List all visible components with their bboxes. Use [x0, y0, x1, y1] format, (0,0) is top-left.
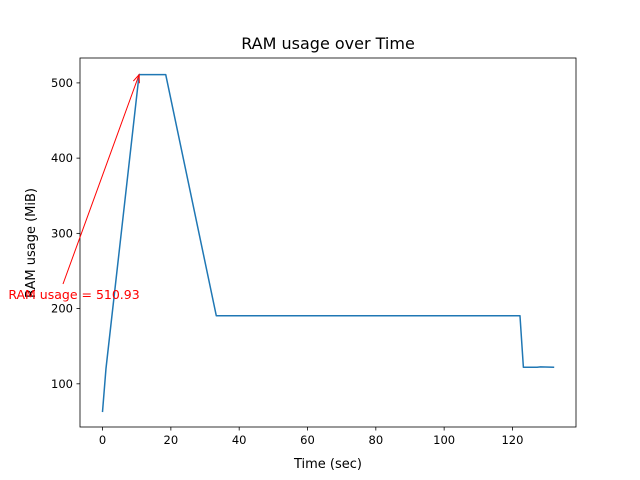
y-tick-label: 300	[51, 226, 73, 240]
y-tick-label: 400	[51, 151, 73, 165]
plot-frame	[79, 57, 577, 428]
x-axis-label: Time (sec)	[293, 457, 362, 472]
x-tick-label: 120	[501, 433, 523, 447]
y-tick-label: 100	[51, 377, 73, 391]
annotation-arrowhead	[132, 73, 140, 84]
y-tick-label: 200	[51, 302, 73, 316]
x-tick-label: 0	[99, 433, 106, 447]
x-tick-label: 100	[433, 433, 455, 447]
x-tick-label: 80	[369, 433, 384, 447]
x-tick-label: 20	[164, 433, 179, 447]
y-tick-label: 500	[51, 76, 73, 90]
y-axis-label: RAM usage (MiB)	[24, 188, 39, 298]
annotation-arrow	[62, 74, 140, 285]
annotation-label: RAM usage = 510.93	[8, 287, 139, 302]
x-tick-label: 40	[232, 433, 247, 447]
chart-title: RAM usage over Time	[241, 34, 415, 53]
x-tick-label: 60	[300, 433, 315, 447]
series-line-0	[101, 73, 555, 413]
